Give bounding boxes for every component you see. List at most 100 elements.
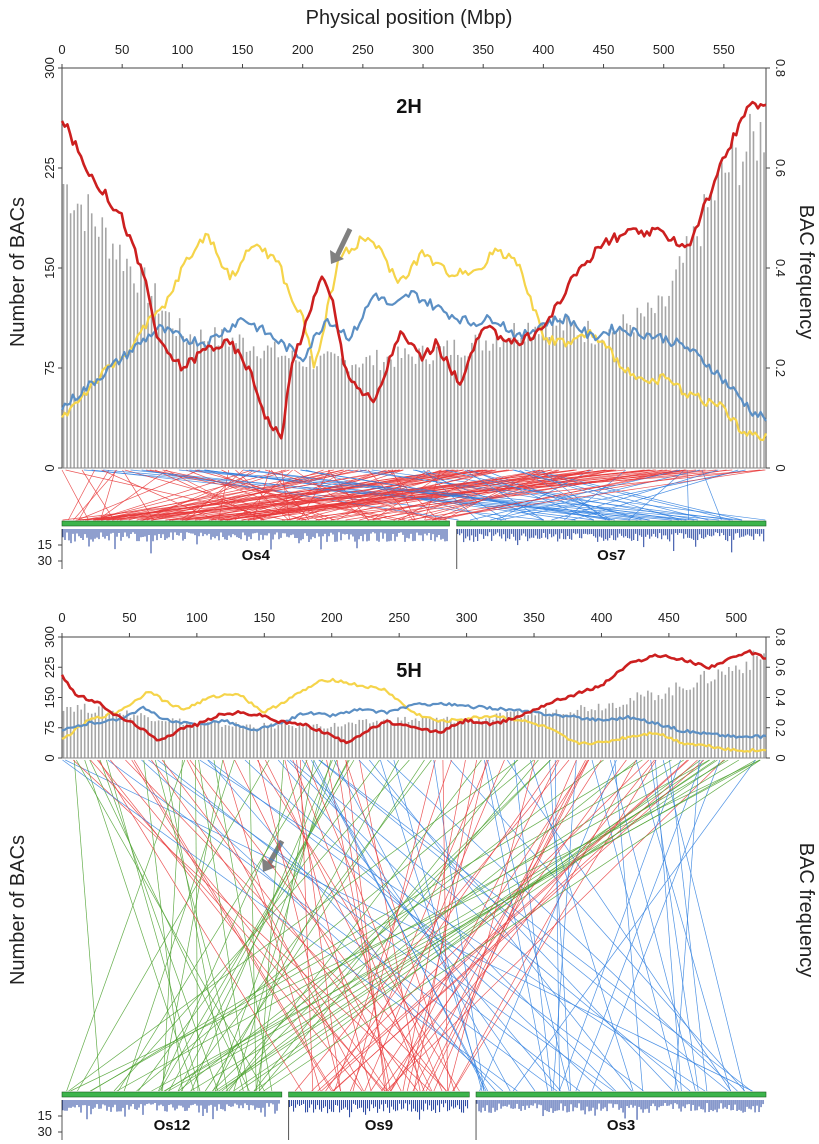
bar <box>288 358 290 468</box>
synteny-line <box>220 469 645 521</box>
synteny-line <box>319 759 752 1092</box>
bar <box>647 302 649 468</box>
bar <box>569 321 572 468</box>
bar <box>555 325 558 468</box>
bar <box>196 724 199 758</box>
synteny-line <box>650 759 699 1092</box>
arrow-head <box>330 250 344 264</box>
bar <box>520 337 522 468</box>
bar <box>383 719 385 758</box>
left-tick-label: 300 <box>42 57 57 79</box>
synteny-line <box>212 759 551 1092</box>
bar <box>369 723 371 758</box>
synteny-line <box>425 759 589 1092</box>
bar <box>738 185 741 468</box>
synteny-line <box>67 469 96 521</box>
synteny-line <box>182 469 324 521</box>
bar <box>333 722 336 758</box>
synteny-line <box>332 759 705 1092</box>
synteny-line <box>225 759 551 1092</box>
bar <box>580 333 582 468</box>
bar <box>449 354 452 468</box>
bar <box>488 716 491 758</box>
synteny-line <box>140 469 514 521</box>
synteny-line <box>207 759 496 1092</box>
bar <box>90 713 93 758</box>
bar <box>161 310 163 468</box>
bar <box>523 715 526 758</box>
bar <box>569 712 572 758</box>
bar <box>87 194 89 469</box>
bar <box>530 336 533 468</box>
synteny-line <box>101 469 217 521</box>
bar <box>97 706 100 758</box>
bar <box>288 725 290 758</box>
bar <box>133 283 135 468</box>
bar <box>425 717 427 758</box>
synteny-line <box>336 469 431 521</box>
bar <box>136 292 139 468</box>
synteny-line <box>70 759 761 1092</box>
synteny-line <box>77 759 270 1092</box>
bar <box>221 726 223 758</box>
bar <box>372 722 375 758</box>
bar <box>513 711 515 758</box>
density-tick-label: 15 <box>38 1108 52 1123</box>
bar <box>351 365 353 468</box>
bar <box>678 256 681 468</box>
bar <box>478 333 480 468</box>
bar <box>534 715 537 758</box>
synteny-line <box>402 759 466 1092</box>
arrow-head <box>262 858 276 872</box>
synteny-line <box>398 469 614 521</box>
bar <box>650 307 653 468</box>
bar <box>471 342 473 468</box>
bar <box>488 350 491 468</box>
bar <box>552 316 554 468</box>
bar <box>502 718 505 758</box>
bar <box>552 712 554 758</box>
bar <box>312 724 315 758</box>
bar <box>143 715 146 758</box>
bar <box>611 702 614 758</box>
bar <box>457 718 459 758</box>
bar <box>449 720 452 758</box>
synteny-line <box>158 759 308 1092</box>
bar <box>615 332 617 468</box>
chromosome-label: Os3 <box>607 1117 635 1134</box>
bar <box>390 723 392 758</box>
bar <box>622 704 625 758</box>
bar <box>414 718 417 758</box>
bar <box>168 312 170 468</box>
bar <box>361 719 364 758</box>
synteny-line <box>464 469 544 521</box>
synteny-line <box>393 759 483 1092</box>
bar <box>706 207 709 469</box>
bar <box>692 226 695 468</box>
synteny-line <box>470 469 680 521</box>
bar <box>238 725 241 758</box>
bar <box>432 718 434 758</box>
bar <box>604 346 607 468</box>
bar <box>721 162 723 468</box>
chromosomes: Os4 Os7 <box>61 520 767 569</box>
synteny-line <box>258 759 539 1092</box>
synteny-line <box>177 759 349 1092</box>
synteny-line <box>686 469 689 521</box>
synteny-line <box>97 759 363 1092</box>
synteny-line <box>198 759 249 1092</box>
left-axis-title: Number of BACs <box>7 835 29 985</box>
chromosome-bar <box>475 1091 767 1098</box>
bar <box>263 350 265 468</box>
x-tick-label: 100 <box>186 610 208 625</box>
synteny-line <box>89 759 250 1092</box>
bar <box>171 718 174 758</box>
chromosome-label: Os12 <box>154 1117 191 1134</box>
bar <box>506 340 508 468</box>
bar <box>685 236 688 468</box>
bar <box>713 200 716 468</box>
synteny-line <box>98 759 303 1092</box>
left-tick-label: 0 <box>42 754 57 761</box>
bar <box>386 718 389 758</box>
synteny-line <box>159 759 355 1092</box>
